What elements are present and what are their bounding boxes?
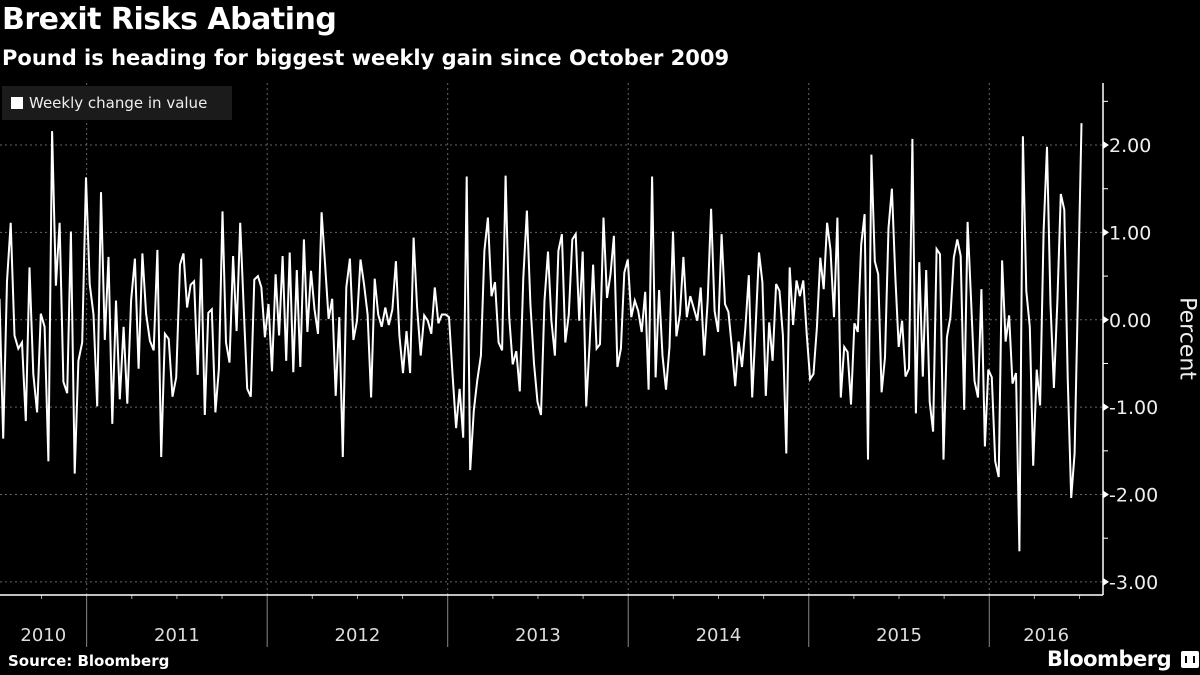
chart-icon [1181, 650, 1200, 668]
legend-label: Weekly change in value [29, 94, 208, 112]
legend: Weekly change in value [2, 86, 232, 120]
y-tick [1103, 315, 1109, 324]
y-tick [1103, 141, 1109, 150]
y-tick [1103, 577, 1109, 586]
y-tick-label: -3.00 [1109, 572, 1158, 594]
y-tick [1103, 403, 1109, 412]
chart-title: Brexit Risks Abating [2, 2, 337, 37]
x-tick-label: 2011 [154, 625, 200, 646]
bloomberg-logo: Bloomberg [1047, 647, 1200, 671]
y-axis-label: Percent [1174, 297, 1200, 380]
x-tick-label: 2010 [20, 625, 66, 646]
legend-swatch [11, 97, 23, 109]
x-tick-label: 2013 [515, 625, 561, 646]
x-tick-label: 2015 [876, 625, 922, 646]
logo-text: Bloomberg [1047, 647, 1172, 671]
x-tick-label: 2014 [696, 625, 742, 646]
x-tick-label: 2016 [1023, 625, 1069, 646]
chart-subtitle: Pound is heading for biggest weekly gain… [2, 46, 730, 70]
y-tick-label: -1.00 [1109, 397, 1158, 419]
source-note: Source: Bloomberg [8, 652, 170, 670]
x-tick-label: 2012 [335, 625, 381, 646]
y-tick-label: 0.00 [1109, 310, 1151, 332]
y-tick-label: 1.00 [1109, 222, 1151, 244]
series-line-weekly-change [0, 123, 1083, 552]
y-tick [1103, 228, 1109, 237]
y-tick-label: -2.00 [1109, 485, 1158, 507]
y-tick [1103, 490, 1109, 499]
y-tick-label: 2.00 [1109, 135, 1151, 157]
